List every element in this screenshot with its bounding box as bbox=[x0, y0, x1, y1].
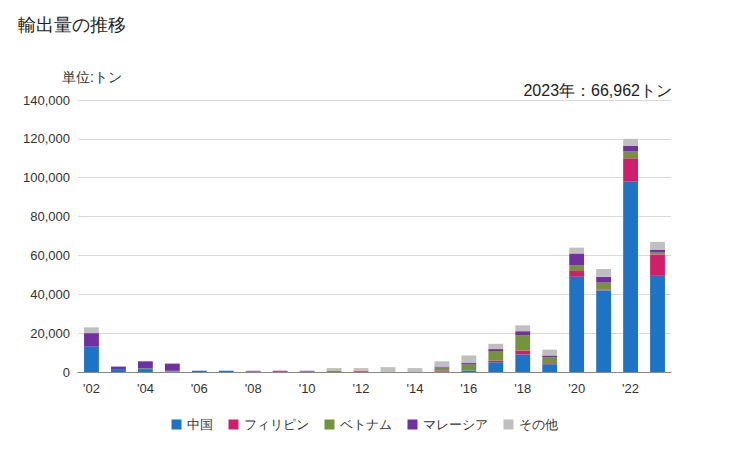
svg-text:マレーシア: マレーシア bbox=[423, 417, 488, 432]
svg-text:'22: '22 bbox=[622, 381, 639, 396]
svg-text:フィリピン: フィリピン bbox=[244, 417, 309, 432]
svg-text:'02: '02 bbox=[83, 381, 100, 396]
svg-text:20,000: 20,000 bbox=[30, 326, 70, 341]
svg-text:単位:トン: 単位:トン bbox=[62, 69, 122, 85]
svg-text:100,000: 100,000 bbox=[23, 170, 70, 185]
svg-text:'18: '18 bbox=[514, 381, 531, 396]
svg-text:'12: '12 bbox=[353, 381, 370, 396]
svg-text:'20: '20 bbox=[568, 381, 585, 396]
svg-text:140,000: 140,000 bbox=[23, 93, 70, 108]
svg-text:0: 0 bbox=[63, 365, 70, 380]
svg-text:120,000: 120,000 bbox=[23, 131, 70, 146]
svg-text:輸出量の推移: 輸出量の推移 bbox=[18, 15, 126, 35]
svg-text:中国: 中国 bbox=[187, 417, 213, 432]
svg-text:40,000: 40,000 bbox=[30, 287, 70, 302]
svg-text:ベトナム: ベトナム bbox=[340, 417, 392, 432]
svg-text:80,000: 80,000 bbox=[30, 209, 70, 224]
svg-text:2023年：66,962トン: 2023年：66,962トン bbox=[523, 82, 672, 99]
svg-text:'08: '08 bbox=[245, 381, 262, 396]
svg-text:'06: '06 bbox=[191, 381, 208, 396]
svg-text:'04: '04 bbox=[137, 381, 154, 396]
svg-text:'14: '14 bbox=[406, 381, 423, 396]
svg-text:60,000: 60,000 bbox=[30, 248, 70, 263]
svg-text:'16: '16 bbox=[460, 381, 477, 396]
svg-text:'10: '10 bbox=[299, 381, 316, 396]
svg-text:その他: その他 bbox=[519, 417, 558, 432]
